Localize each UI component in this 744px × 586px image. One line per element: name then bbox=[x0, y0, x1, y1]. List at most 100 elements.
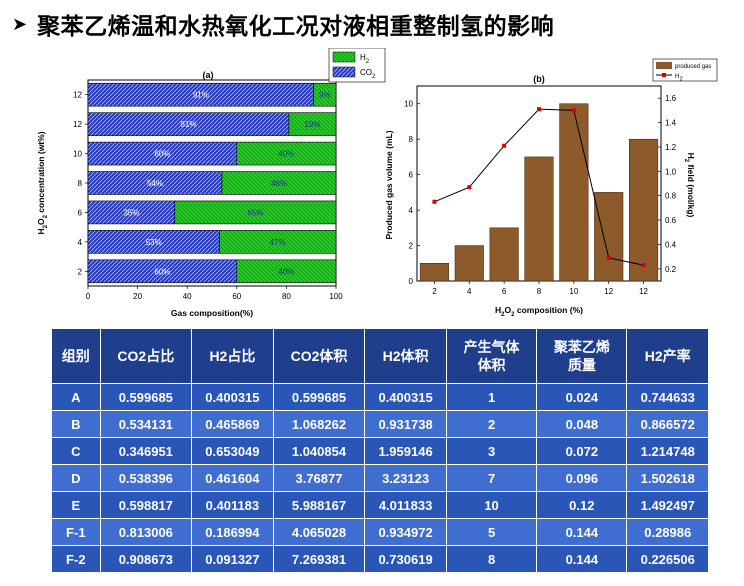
y2-tick-label: 1.2 bbox=[665, 143, 677, 152]
table-header-cell: 产生气体 体积 bbox=[445, 329, 537, 384]
bar-h2-label: 46% bbox=[271, 179, 287, 188]
table-header-cell: CO2占比 bbox=[99, 329, 192, 384]
y-tick-label: 10 bbox=[404, 100, 413, 109]
table-cell: 1 bbox=[445, 383, 537, 411]
legend-produced-gas-label: produced gas bbox=[675, 64, 711, 70]
bar-h2 bbox=[313, 82, 337, 107]
results-table: 组别 CO2占比 H2占比 CO2体积 H2体积 产生气体 体积 聚苯乙烯 质量 H2产率 A 0.… bbox=[52, 329, 708, 572]
legend-h2-line-label: H2 bbox=[675, 74, 683, 83]
table-cell: F-1 bbox=[52, 518, 101, 546]
table-cell: 0.024 bbox=[536, 383, 627, 411]
table-cell: 0.186994 bbox=[191, 518, 274, 546]
chart-b-panel-label: (b) bbox=[533, 74, 545, 84]
chart-b-ylabel: Produced gas volume (mL) bbox=[384, 130, 394, 239]
table-cell: 10 bbox=[445, 491, 537, 519]
x-tick-label: 100 bbox=[329, 292, 343, 301]
bar-h2 bbox=[288, 112, 337, 136]
h2-yield-point bbox=[537, 107, 541, 112]
bar-produced-gas bbox=[629, 138, 659, 282]
table-cell: 0.534131 bbox=[99, 410, 192, 438]
x-tick-label: 60 bbox=[232, 292, 241, 301]
table-row: D 0.538396 0.461604 3.76877 3.23123 7 0.096 1.5… bbox=[52, 464, 708, 492]
table-cell: 0.599685 bbox=[99, 383, 192, 411]
table-cell: 0.461604 bbox=[191, 464, 274, 492]
x-tick-label: 20 bbox=[133, 292, 142, 301]
y2-tick-label: 0.8 bbox=[665, 192, 677, 201]
table-cell: 0.866572 bbox=[626, 410, 708, 438]
table-cell: 0.12 bbox=[536, 491, 627, 519]
bar-h2-label: 47% bbox=[270, 238, 286, 247]
table-cell: 2 bbox=[445, 410, 537, 438]
table-row: F-2 0.908673 0.091327 7.269381 0.730619 8 0.14… bbox=[52, 545, 708, 572]
table-cell: 0.144 bbox=[536, 545, 627, 572]
table-cell: 0.144 bbox=[536, 518, 627, 546]
h2-yield-point bbox=[502, 143, 507, 148]
table-cell: 1.068262 bbox=[272, 410, 365, 438]
x-tick-label: 10 bbox=[569, 287, 578, 296]
bar-co2-label: 35% bbox=[123, 208, 139, 217]
table-cell: 0.048 bbox=[536, 410, 627, 438]
legend-produced-gas-swatch bbox=[656, 62, 672, 69]
y-tick-label: 2 bbox=[409, 242, 414, 251]
y2-tick-label: 0.2 bbox=[665, 265, 677, 274]
table-cell: 3.76877 bbox=[272, 464, 365, 492]
h2-yield-point bbox=[641, 263, 646, 268]
bar-co2-label: 54% bbox=[147, 179, 163, 188]
table-header-cell: H2产率 bbox=[626, 329, 708, 384]
table-cell: 0.538396 bbox=[99, 464, 192, 492]
x-tick-label: 40 bbox=[183, 292, 192, 301]
bar-produced-gas bbox=[419, 263, 449, 282]
table-cell: 3 bbox=[445, 437, 537, 465]
y2-tick-label: 1.6 bbox=[665, 94, 677, 103]
y2-tick-label: 0.6 bbox=[665, 216, 677, 225]
table-cell: 1.040854 bbox=[272, 437, 365, 465]
x-tick-label: 12 bbox=[604, 287, 613, 296]
table-cell: A bbox=[52, 383, 101, 411]
bar-produced-gas bbox=[454, 245, 484, 282]
bar-h2-label: 9% bbox=[319, 91, 331, 100]
table-row: B 0.534131 0.465869 1.068262 0.931738 2 0.048 0… bbox=[52, 410, 708, 438]
table-cell: 0.400315 bbox=[191, 383, 274, 411]
table-cell: 5.988167 bbox=[272, 491, 365, 519]
chart-a-panel-label: (a) bbox=[203, 70, 214, 80]
bar-co2-label: 91% bbox=[193, 91, 209, 100]
y-tick-label: 4 bbox=[409, 206, 414, 215]
table-cell: 0.653049 bbox=[191, 437, 274, 465]
chart-a-xlabel: Gas composition(%) bbox=[171, 308, 253, 318]
legend-h2-label: H2 bbox=[360, 53, 370, 65]
chart-b-y2label: H2 field (mol/kg) bbox=[683, 153, 696, 218]
legend-h2-marker-icon bbox=[662, 73, 666, 77]
table-cell: 0.091327 bbox=[191, 545, 274, 572]
bar-h2 bbox=[236, 259, 337, 284]
table-cell: 0.599685 bbox=[272, 383, 365, 411]
table-header-cell: 组别 bbox=[52, 329, 101, 384]
slide-title: ➤ 聚苯乙烯温和水热氧化工况对液相重整制氢的影响 bbox=[12, 8, 554, 41]
table-cell: 4.065028 bbox=[272, 518, 365, 546]
chart-a-gas-composition: (a) 91% 9% 81% 19% 60% 40% 54% 46% 35% 65% 53% 47% 6… bbox=[36, 48, 386, 318]
y-tick-label: 0 bbox=[409, 277, 414, 286]
table-cell: E bbox=[52, 491, 101, 519]
table-cell: F-2 bbox=[52, 545, 101, 572]
chart-b-legend: produced gas H2 bbox=[652, 58, 718, 83]
table-cell: 8 bbox=[445, 545, 537, 572]
table-cell: 1.492497 bbox=[626, 491, 708, 519]
y-tick-label: 10 bbox=[73, 150, 82, 159]
bar-h2 bbox=[174, 200, 337, 225]
x-tick-label: 6 bbox=[502, 287, 507, 296]
table-cell: D bbox=[52, 464, 101, 492]
y-tick-label: 2 bbox=[78, 267, 83, 276]
x-tick-label: 0 bbox=[86, 292, 91, 301]
table-cell: C bbox=[52, 437, 101, 465]
y2-tick-label: 1.4 bbox=[665, 119, 677, 128]
table-cell: 0.465869 bbox=[191, 410, 274, 438]
table-cell: 0.096 bbox=[536, 464, 627, 492]
table-header-cell: H2占比 bbox=[191, 329, 274, 384]
x-tick-label: 8 bbox=[537, 287, 542, 296]
table-row: C 0.346951 0.653049 1.040854 1.959146 3 0.072 1… bbox=[52, 437, 708, 465]
table-header-row: 组别 CO2占比 H2占比 CO2体积 H2体积 产生气体 体积 聚苯乙烯 质量 H2产率 bbox=[52, 329, 708, 384]
table-cell: 0.908673 bbox=[99, 545, 192, 572]
h2-yield-point bbox=[467, 185, 472, 190]
table-cell: 0.598817 bbox=[99, 491, 192, 519]
table-cell: B bbox=[52, 410, 101, 438]
x-tick-label: 12 bbox=[639, 287, 648, 296]
